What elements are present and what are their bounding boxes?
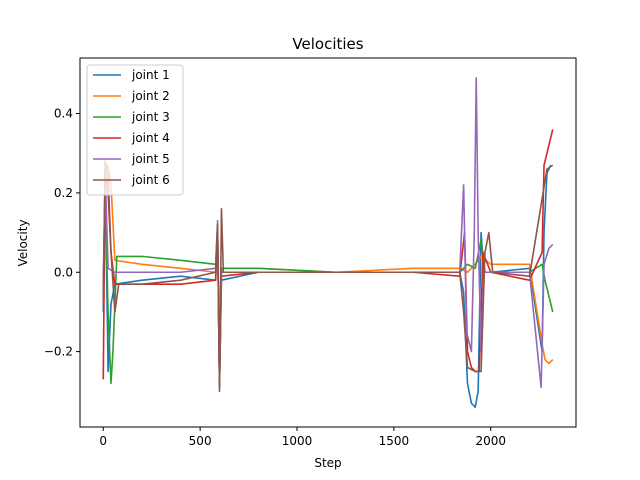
legend-label-joint-6: joint 6 (131, 173, 170, 187)
y-tick-label: 0.0 (54, 265, 73, 279)
x-tick-label: 0 (99, 434, 107, 448)
x-tick-label: 1000 (282, 434, 313, 448)
y-tick-label: 0.4 (54, 107, 73, 121)
legend-label-joint-1: joint 1 (131, 68, 170, 82)
legend-box (86, 64, 184, 196)
x-axis-label: Step (314, 456, 341, 470)
series-line-joint-5 (102, 77, 554, 389)
series-line-joint-6 (102, 160, 554, 393)
x-tick-label: 500 (189, 434, 212, 448)
x-tick-label: 2000 (475, 434, 506, 448)
legend-label-joint-2: joint 2 (131, 89, 170, 103)
legend-items: joint 1 joint 2 joint 3 joint 4 joint 5 joint… (93, 68, 170, 187)
x-axis-ticks: 0 500 1000 1500 2000 (99, 427, 506, 448)
plot-frame (79, 57, 577, 428)
chart-title: Velocities (292, 35, 363, 53)
y-axis-label: Velocity (16, 219, 30, 266)
y-tick-label: 0.2 (54, 186, 73, 200)
y-axis-ticks: −0.2 0.0 0.2 0.4 (44, 107, 80, 359)
series-layer (102, 77, 554, 408)
x-tick-label: 1500 (379, 434, 410, 448)
legend-label-joint-3: joint 3 (131, 110, 170, 124)
legend: joint 1 joint 2 joint 3 joint 4 joint 5 joint… (86, 64, 184, 196)
y-tick-label: −0.2 (44, 345, 73, 359)
legend-label-joint-4: joint 4 (131, 131, 170, 145)
legend-label-joint-5: joint 5 (131, 152, 170, 166)
